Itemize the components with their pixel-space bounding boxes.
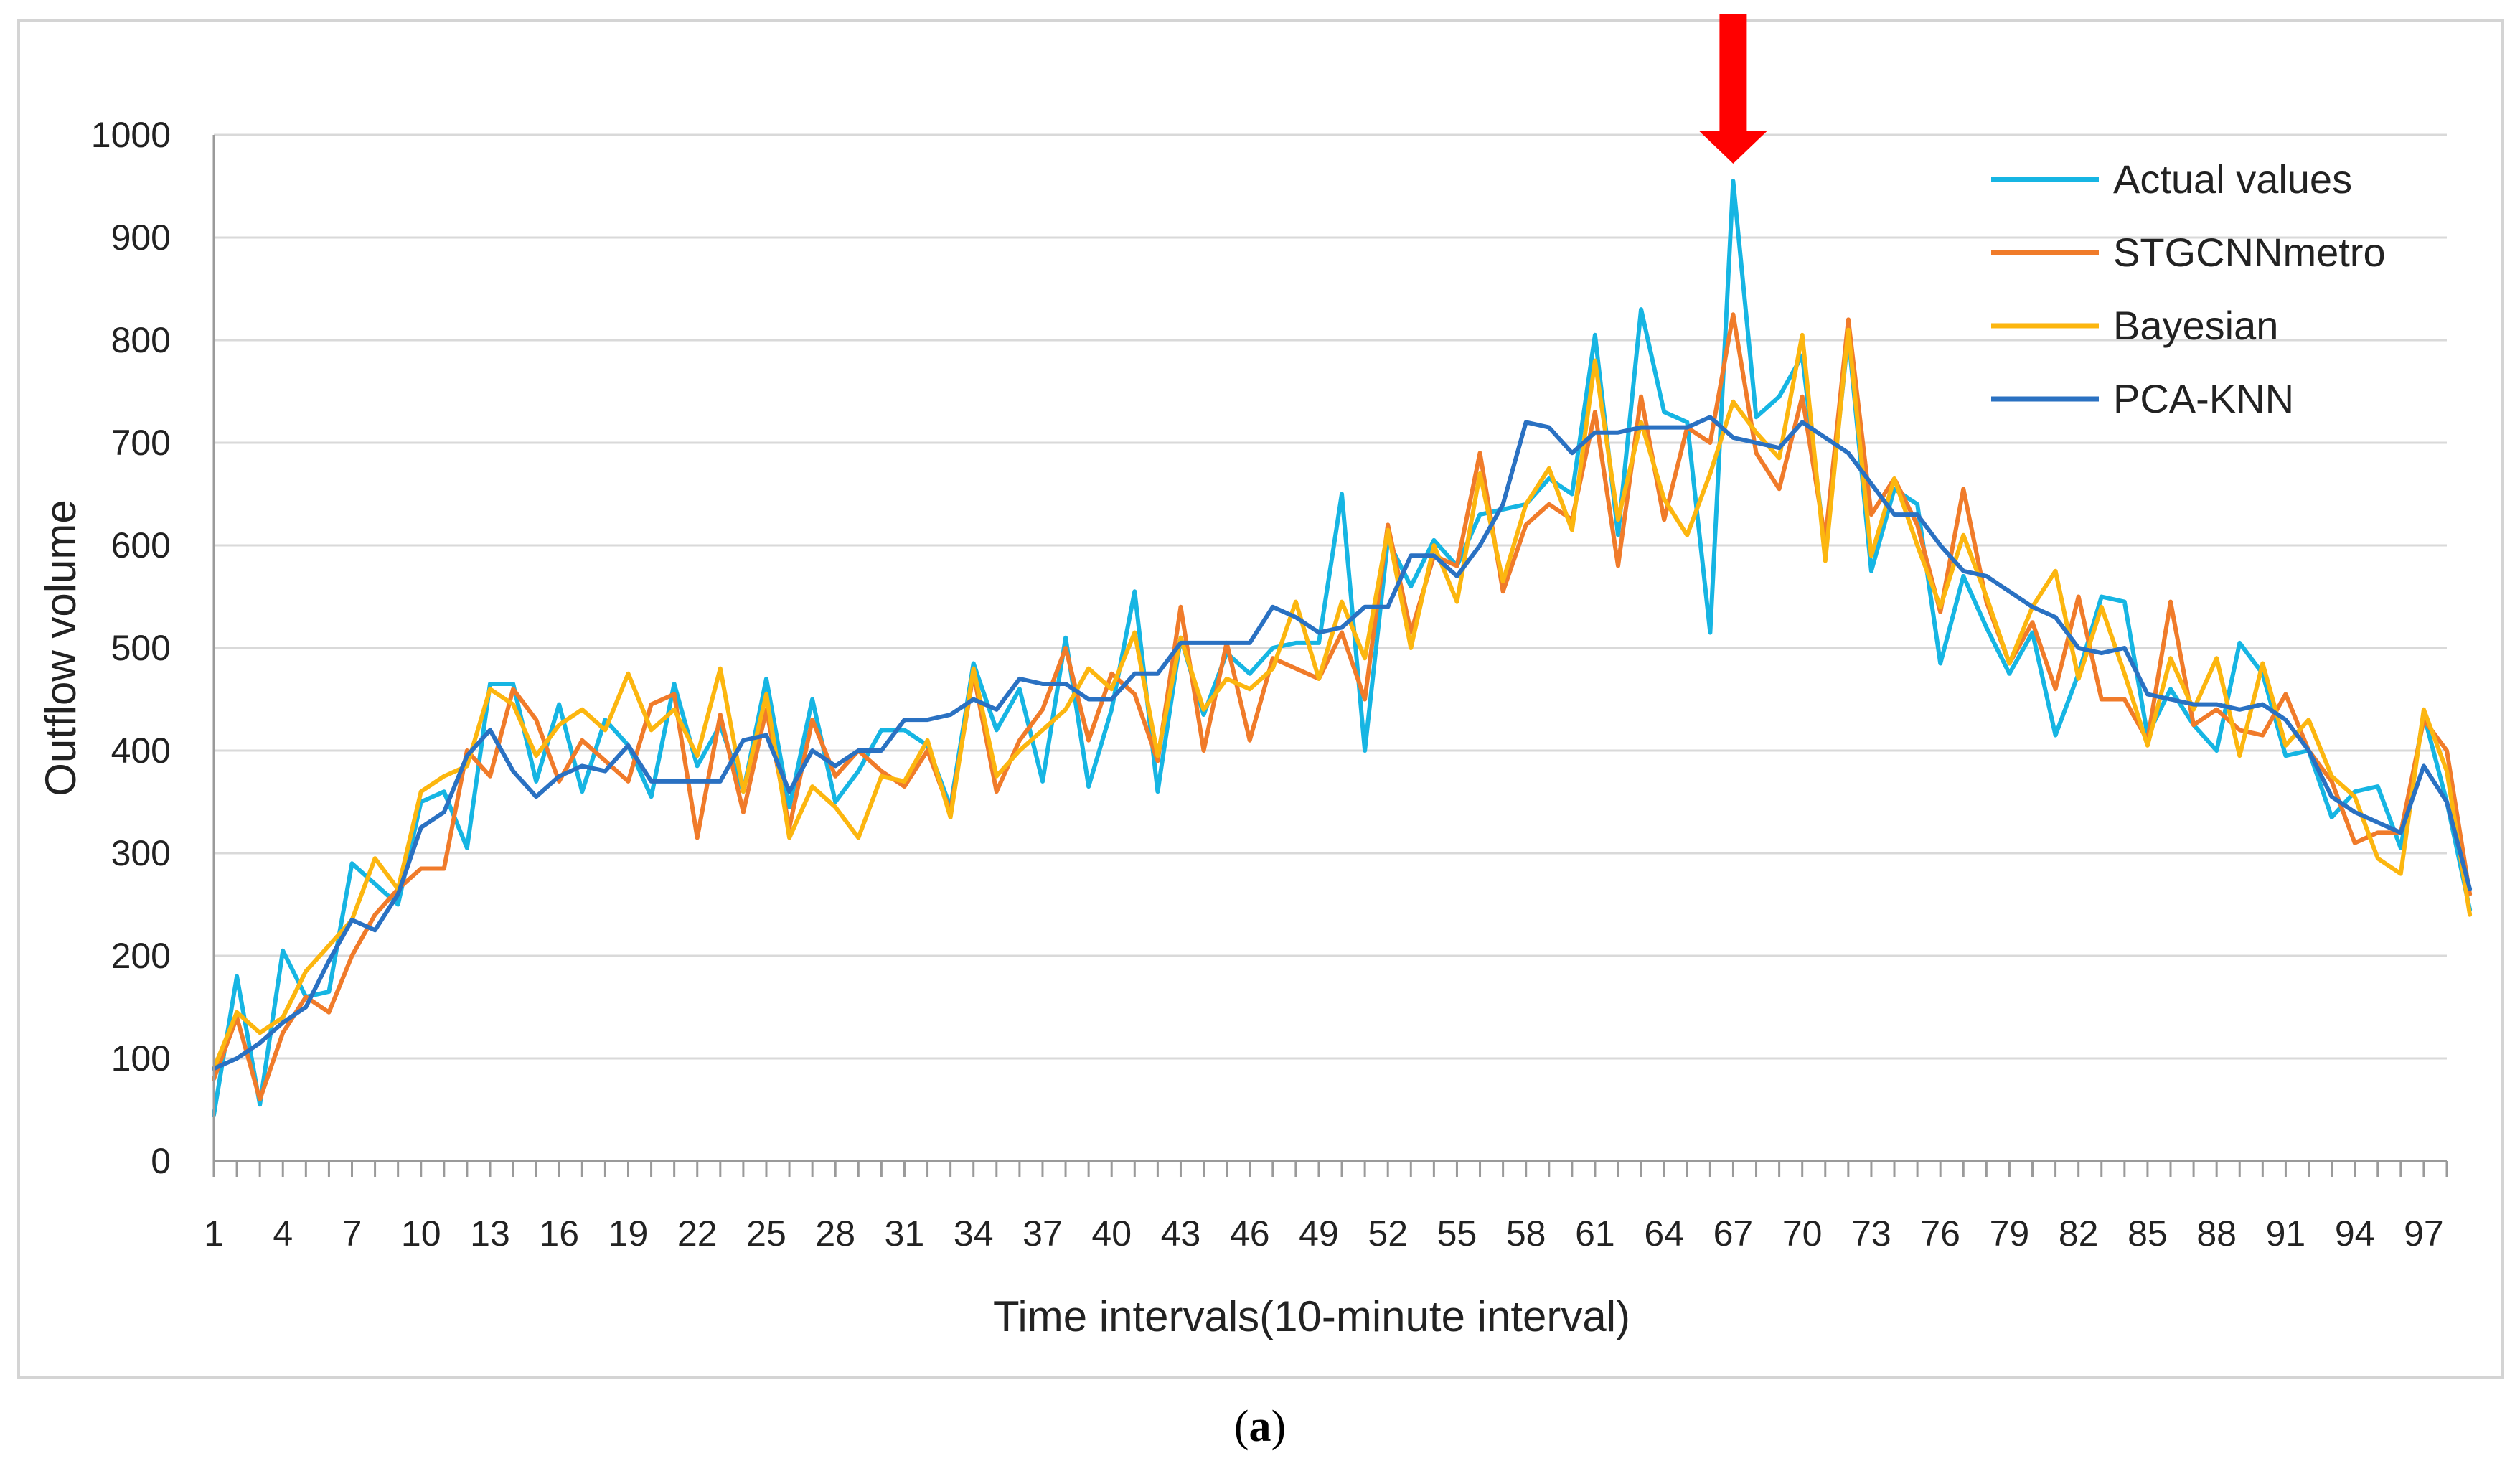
series-lines (212, 179, 2473, 1117)
axes (212, 135, 2448, 1177)
y-tick-label: 600 (111, 525, 171, 565)
series-line-stgcnnmetro (212, 312, 2473, 1102)
x-tick-label: 16 (539, 1213, 579, 1254)
y-tick-label: 0 (151, 1141, 171, 1181)
y-tick-label: 100 (111, 1038, 171, 1079)
y-tick-label: 400 (111, 730, 171, 771)
x-tick-label: 61 (1575, 1213, 1615, 1254)
x-tick-label: 91 (2266, 1213, 2306, 1254)
x-tick-label: 34 (954, 1213, 994, 1254)
y-tick-label: 200 (111, 936, 171, 976)
y-tick-label: 700 (111, 423, 171, 463)
x-tick-label: 40 (1091, 1213, 1132, 1254)
x-tick-label: 58 (1506, 1213, 1546, 1254)
x-tick-label: 10 (401, 1213, 441, 1254)
gridlines (214, 133, 2447, 1060)
y-tick-label: 300 (111, 833, 171, 873)
x-tick-labels: 1 4 7 10 13 16 19 22 25 28 31 34 37 40 43 46 49 52 55 58 61 6… (204, 1213, 2444, 1254)
x-tick-label: 22 (677, 1213, 718, 1254)
x-tick-label: 13 (470, 1213, 510, 1254)
x-tick-label: 19 (608, 1213, 649, 1254)
x-tick-label: 79 (1990, 1213, 2030, 1254)
legend-label: STGCNNmetro (2113, 230, 2386, 275)
x-tick-label: 46 (1230, 1213, 1270, 1254)
legend-label: Actual values (2113, 156, 2352, 202)
y-tick-label: 1000 (91, 115, 171, 155)
legend-label: Bayesian (2113, 303, 2278, 348)
series-line-bayesian (212, 327, 2473, 1071)
y-tick-label: 900 (111, 217, 171, 258)
x-tick-label: 85 (2128, 1213, 2168, 1254)
x-tick-label: 31 (885, 1213, 925, 1254)
x-tick-label: 43 (1161, 1213, 1201, 1254)
x-tick-label: 55 (1437, 1213, 1477, 1254)
legend-label: PCA-KNN (2113, 376, 2294, 421)
x-tick-label: 37 (1022, 1213, 1063, 1254)
legend: Actual values STGCNNmetro Bayesian PCA-KNN (1991, 156, 2386, 421)
figure-caption: (a) (1234, 1402, 1286, 1451)
x-tick-label: 70 (1782, 1213, 1823, 1254)
x-tick-label: 97 (2404, 1213, 2444, 1254)
x-tick-label: 82 (2059, 1213, 2099, 1254)
y-tick-label: 800 (111, 320, 171, 360)
x-tick-label: 4 (273, 1213, 293, 1254)
x-tick-label: 73 (1851, 1213, 1891, 1254)
x-tick-label: 76 (1920, 1213, 1960, 1254)
peak-arrow-annotation (1698, 14, 1768, 164)
series-line-pca-knn (212, 415, 2473, 1071)
x-tick-label: 67 (1713, 1213, 1754, 1254)
x-tick-label: 1 (204, 1213, 224, 1254)
y-tick-labels: 0 100 200 300 400 500 600 700 800 900 1000 (91, 115, 171, 1181)
x-tick-label: 49 (1299, 1213, 1339, 1254)
x-tick-label: 52 (1368, 1213, 1408, 1254)
x-tick-label: 64 (1644, 1213, 1684, 1254)
red-arrow-icon (1698, 14, 1768, 164)
x-tick-label: 7 (342, 1213, 362, 1254)
y-tick-label: 500 (111, 628, 171, 668)
y-axis-title: Outflow volume (37, 499, 85, 797)
x-axis-title: Time intervals(10-minute interval) (993, 1292, 1630, 1340)
x-tick-label: 94 (2335, 1213, 2375, 1254)
x-tick-label: 28 (815, 1213, 855, 1254)
x-tick-label: 25 (746, 1213, 786, 1254)
x-tick-label: 88 (2196, 1213, 2237, 1254)
